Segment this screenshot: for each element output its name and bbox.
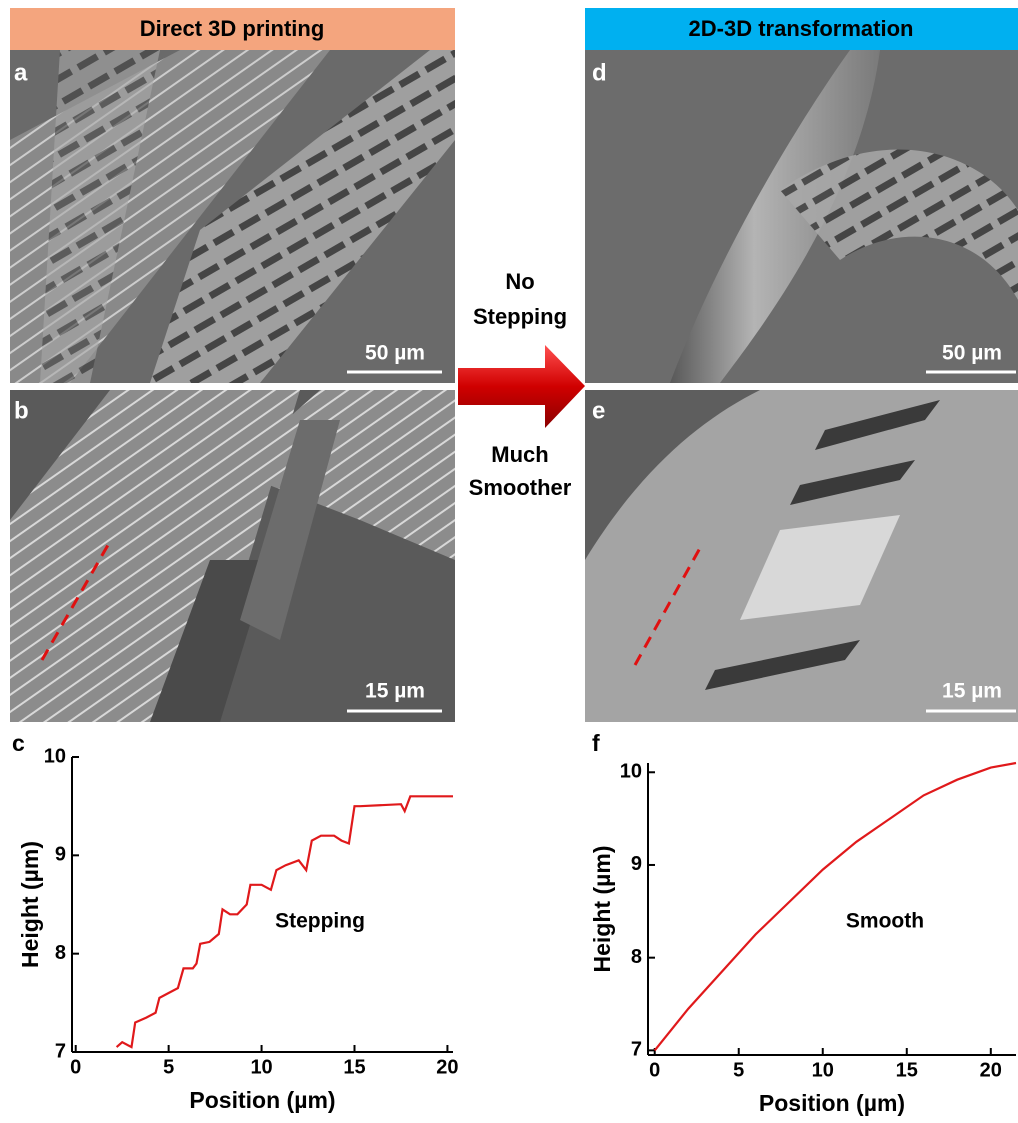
annotation: Stepping (275, 910, 365, 933)
arrow-text: No (505, 269, 534, 294)
x-tick-label: 0 (649, 1059, 660, 1081)
arrow-text: Much (491, 442, 548, 467)
sem-image (10, 390, 455, 722)
line (115, 795, 453, 1049)
y-tick-label: 10 (44, 745, 66, 767)
panel-label: e (592, 397, 605, 424)
y-axis-title: Height (µm) (17, 841, 43, 968)
arrow-text: Smoother (469, 475, 572, 500)
y-tick-label: 8 (55, 942, 66, 964)
header-bar (10, 8, 455, 50)
panel-label: c (12, 730, 25, 756)
header: 2D-3D transformation (689, 16, 914, 41)
arrow-text: Stepping (473, 304, 567, 329)
y-tick-label: 10 (620, 761, 642, 783)
panel-label: b (14, 397, 29, 424)
x-tick-label: 20 (980, 1059, 1002, 1081)
y-axis-title: Height (µm) (589, 846, 615, 973)
header-bar (585, 8, 1018, 50)
scale-bar-label: 50 µm (942, 342, 1002, 365)
arrow (458, 345, 585, 428)
x-tick-label: 5 (163, 1056, 174, 1078)
sem-image (585, 390, 1018, 722)
y-tick-label: 9 (631, 853, 642, 875)
scale-bar-label: 50 µm (365, 342, 425, 365)
x-axis-title: Position (µm) (189, 1087, 335, 1113)
y-tick-label: 9 (55, 844, 66, 866)
panel-label: f (592, 730, 600, 756)
x-tick-label: 0 (70, 1056, 81, 1078)
header: Direct 3D printing (140, 16, 325, 41)
panel-label: a (14, 59, 28, 86)
x-tick-label: 10 (250, 1056, 272, 1078)
x-tick-label: 10 (812, 1059, 834, 1081)
panel-label: d (592, 59, 607, 86)
y-tick-label: 7 (631, 1039, 642, 1061)
sem-image (10, 50, 455, 383)
x-tick-label: 15 (343, 1056, 365, 1078)
scale-bar-label: 15 µm (365, 680, 425, 703)
x-tick-label: 20 (436, 1056, 458, 1078)
scale-bar-label: 15 µm (942, 680, 1002, 703)
x-axis-title: Position (µm) (759, 1090, 905, 1116)
annotation: Smooth (846, 910, 924, 933)
sem-image (585, 50, 1018, 383)
y-tick-label: 7 (55, 1040, 66, 1062)
x-tick-label: 5 (733, 1059, 744, 1081)
line (653, 761, 1017, 1052)
x-tick-label: 15 (896, 1059, 918, 1081)
y-tick-label: 8 (631, 946, 642, 968)
